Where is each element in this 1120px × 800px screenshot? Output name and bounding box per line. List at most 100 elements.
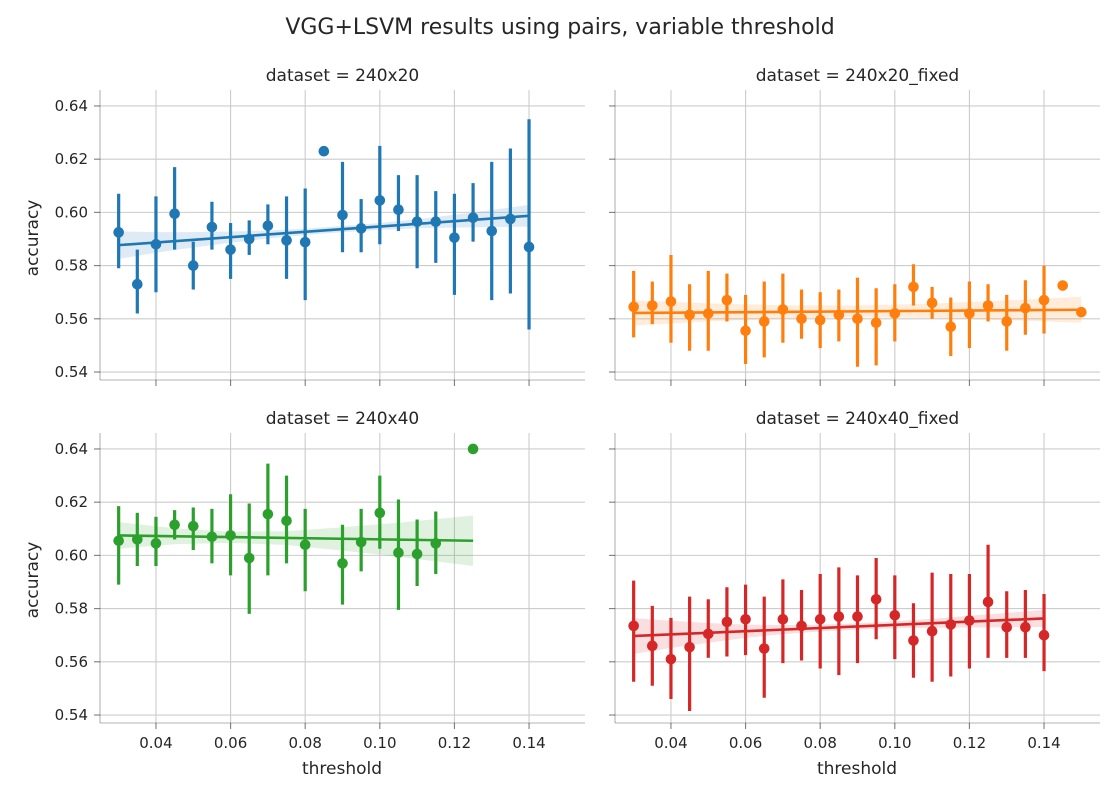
y-tick-label: 0.56 — [55, 653, 88, 671]
x-tick-label: 0.04 — [654, 734, 687, 752]
x-tick-label: 0.14 — [512, 734, 545, 752]
panel-title: dataset = 240x40_fixed — [756, 409, 959, 429]
x-tick-label: 0.12 — [953, 734, 986, 752]
data-point — [169, 208, 180, 220]
regression-line — [118, 214, 530, 247]
facet-panel-2: dataset = 240x20_fixed — [609, 66, 1100, 386]
data-point — [262, 220, 274, 231]
data-point — [505, 213, 516, 225]
regression-ci-band — [633, 609, 1044, 654]
facet-panels: 0.54 0.56 0.58 0.60 0.62 0.64 dataset = 240x20… — [55, 66, 1100, 752]
data-point — [374, 195, 386, 206]
data-point — [150, 239, 162, 250]
x-tick-label: 0.06 — [214, 734, 247, 752]
data-point — [870, 593, 882, 605]
data-point — [430, 538, 442, 549]
data-point — [225, 244, 236, 255]
data-point — [281, 515, 292, 527]
data-point — [486, 225, 498, 237]
data-point — [132, 534, 143, 545]
x-axis-label-right: threshold — [817, 759, 897, 779]
data-point — [467, 443, 479, 455]
facet-panel-1: 0.54 0.56 0.58 0.60 0.62 0.64 dataset = 240x20 — [55, 66, 585, 386]
data-point — [206, 221, 218, 233]
data-point — [702, 628, 714, 640]
data-point — [374, 507, 386, 519]
data-point — [926, 625, 938, 637]
data-point — [908, 281, 919, 293]
data-point — [243, 233, 255, 245]
x-tick-label: 0.04 — [139, 734, 172, 752]
data-point — [393, 547, 404, 559]
data-point — [355, 536, 367, 548]
data-point — [1020, 302, 1031, 314]
data-point — [1057, 280, 1068, 291]
data-point — [777, 304, 789, 315]
data-point — [355, 223, 367, 234]
data-point — [337, 558, 348, 569]
data-point — [1001, 621, 1013, 633]
data-point — [945, 321, 957, 333]
data-point — [1020, 621, 1031, 633]
panel-title: dataset = 240x20 — [266, 66, 419, 86]
data-point — [814, 613, 826, 625]
facet-panel-4: 0.04 0.06 0.08 0.10 0.12 0.14 dataset = 240x40… — [609, 409, 1100, 752]
data-point — [628, 620, 639, 632]
data-point — [393, 204, 404, 216]
data-point — [833, 309, 845, 321]
data-point — [740, 613, 751, 625]
data-point — [982, 300, 994, 311]
data-point — [721, 616, 733, 628]
data-point — [796, 313, 807, 325]
y-tick-label: 0.58 — [55, 257, 88, 275]
data-point — [982, 596, 994, 608]
y-tick-label: 0.58 — [55, 600, 88, 618]
data-point — [1038, 294, 1050, 306]
regression-ci-band — [118, 515, 474, 566]
y-tick-label: 0.62 — [55, 150, 88, 168]
x-tick-label: 0.10 — [363, 734, 396, 752]
data-point — [299, 539, 311, 551]
panel-title: dataset = 240x40 — [266, 409, 419, 429]
x-tick-label: 0.06 — [729, 734, 762, 752]
y-tick-label: 0.54 — [55, 706, 88, 724]
data-point — [665, 653, 677, 665]
data-point — [150, 538, 162, 549]
data-point — [169, 519, 180, 531]
data-point — [721, 294, 733, 306]
y-tick-label: 0.62 — [55, 493, 88, 511]
y-axis-label-top: accuracy — [23, 200, 43, 277]
data-point — [926, 297, 938, 309]
data-point — [1001, 316, 1013, 327]
data-point — [411, 216, 423, 227]
data-point — [889, 609, 901, 621]
data-point — [647, 640, 658, 652]
y-tick-label: 0.54 — [55, 363, 88, 381]
data-point — [665, 296, 677, 307]
data-point — [647, 300, 658, 311]
data-point — [1038, 629, 1050, 641]
data-point — [1076, 306, 1087, 318]
data-point — [833, 611, 845, 622]
data-point — [852, 313, 863, 325]
data-point — [430, 216, 442, 227]
data-point — [758, 316, 770, 327]
data-point — [132, 278, 143, 290]
data-point — [628, 301, 639, 313]
data-point — [206, 531, 218, 543]
data-point — [964, 308, 975, 319]
y-tick-label: 0.64 — [55, 440, 88, 458]
data-point — [187, 520, 199, 532]
data-point — [870, 317, 882, 329]
data-point — [740, 325, 751, 337]
regression-line — [118, 534, 474, 543]
y-axis-label-bottom: accuracy — [23, 542, 43, 619]
x-tick-label: 0.14 — [1027, 734, 1060, 752]
data-point — [337, 209, 348, 221]
y-tick-label: 0.60 — [55, 203, 88, 221]
x-tick-label: 0.10 — [878, 734, 911, 752]
data-point — [187, 260, 199, 271]
facet-panel-3: 0.04 0.06 0.08 0.10 0.12 0.14 0.54 0.56 0.58 0.60… — [55, 409, 585, 752]
data-point — [411, 548, 423, 560]
data-point — [908, 635, 919, 646]
